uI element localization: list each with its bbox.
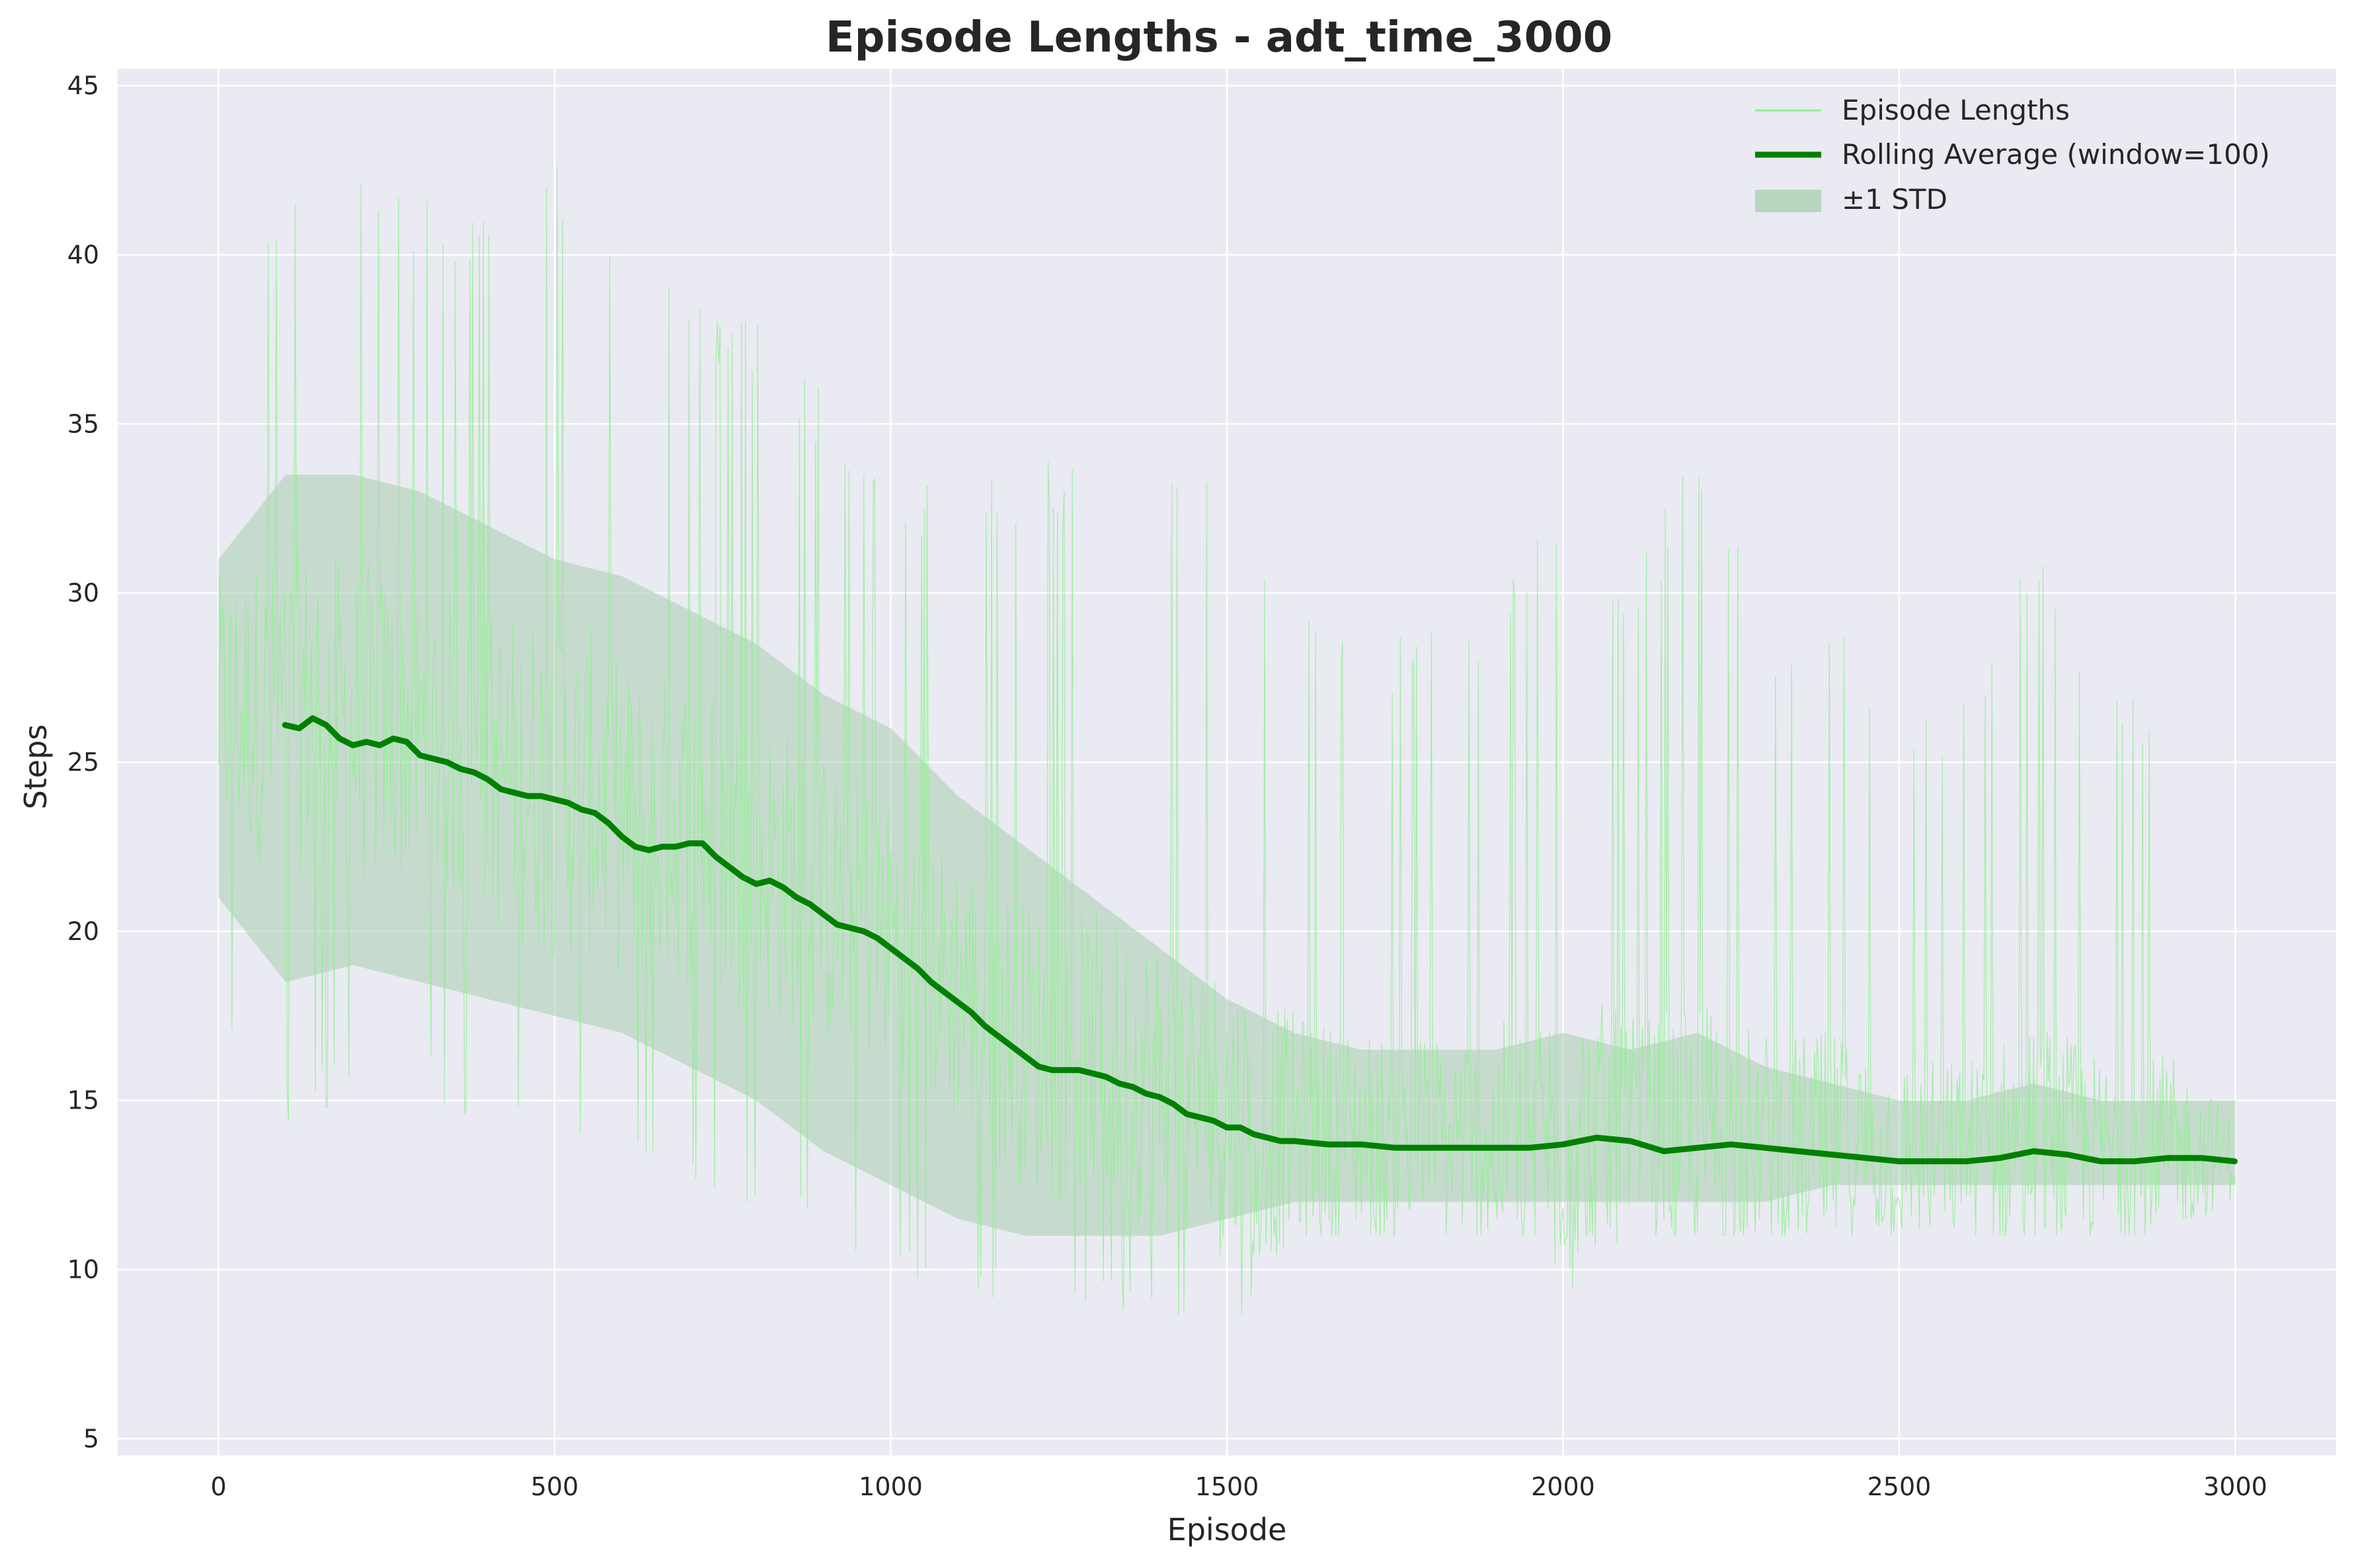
std-band [218,475,2236,1236]
chart-title: Episode Lengths - adt_time_3000 [826,13,1612,62]
y-tick-label: 40 [67,240,99,269]
x-tick-label: 3000 [2203,1472,2267,1501]
x-tick-label: 0 [210,1472,226,1501]
legend-swatch-std [1755,190,1821,212]
y-tick-label: 25 [67,748,99,777]
y-tick-label: 30 [67,578,99,608]
y-tick-label: 15 [67,1086,99,1115]
legend-label-rolling-average: Rolling Average (window=100) [1842,138,2270,171]
y-tick-label: 5 [83,1424,99,1453]
legend-label-episode-lengths: Episode Lengths [1842,94,2070,126]
rolling-average-line [282,715,2238,1165]
x-tick-label: 1000 [859,1472,923,1501]
x-tick-label: 2000 [1531,1472,1595,1501]
y-axis-label: Steps [18,725,54,810]
x-tick-label: 1500 [1195,1472,1259,1501]
x-tick-label: 2500 [1867,1472,1932,1501]
y-tick-label: 35 [67,409,99,438]
y-tick-label: 20 [67,917,99,946]
x-axis-label: Episode [1167,1512,1287,1548]
y-tick-label: 45 [67,71,99,100]
x-tick-label: 500 [531,1472,579,1501]
legend: Episode Lengths Rolling Average (window=… [1755,94,2270,216]
episode-lengths-line [217,166,2236,1315]
legend-label-std: ±1 STD [1842,183,1947,216]
y-tick-label: 10 [67,1255,99,1284]
